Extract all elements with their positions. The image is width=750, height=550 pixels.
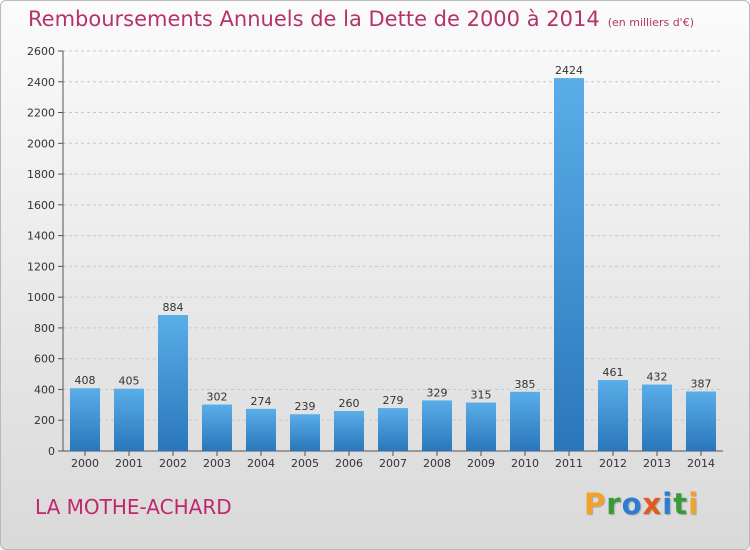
y-tick-label: 800 [34, 322, 55, 335]
chart-title-text: Remboursements Annuels de la Dette de 20… [28, 7, 600, 31]
bar [158, 315, 188, 451]
y-tick-label: 2200 [27, 107, 55, 120]
x-tick-label: 2006 [335, 457, 363, 470]
proxiti-logo: Proxiti [584, 487, 699, 521]
x-tick-label: 2009 [467, 457, 495, 470]
x-tick-label: 2012 [599, 457, 627, 470]
bar [554, 78, 584, 452]
logo-letter: i [688, 487, 700, 521]
x-tick-label: 2005 [291, 457, 319, 470]
x-tick-label: 2004 [247, 457, 275, 470]
x-tick-label: 2010 [511, 457, 539, 470]
data-label: 387 [691, 377, 712, 390]
data-label: 274 [251, 395, 272, 408]
y-tick-label: 2400 [27, 76, 55, 89]
y-tick-label: 200 [34, 414, 55, 427]
y-tick-label: 0 [48, 445, 55, 458]
y-tick-label: 1600 [27, 199, 55, 212]
chart-title: Remboursements Annuels de la Dette de 20… [28, 7, 694, 31]
y-tick-label: 1200 [27, 260, 55, 273]
data-label: 405 [119, 375, 140, 388]
data-label: 2424 [555, 64, 583, 77]
logo-letter: o [621, 487, 643, 521]
x-tick-label: 2008 [423, 457, 451, 470]
y-tick-label: 2600 [27, 45, 55, 58]
logo-letter: i [662, 487, 674, 521]
bar [378, 408, 408, 451]
logo-letter: r [606, 487, 622, 521]
y-tick-label: 400 [34, 383, 55, 396]
x-tick-label: 2011 [555, 457, 583, 470]
x-tick-label: 2014 [687, 457, 715, 470]
x-tick-label: 2003 [203, 457, 231, 470]
bar [246, 408, 276, 451]
y-tick-label: 1000 [27, 291, 55, 304]
bar [334, 411, 364, 451]
y-tick-label: 1400 [27, 230, 55, 243]
logo-letter: t [673, 487, 689, 521]
data-label: 279 [383, 394, 404, 407]
y-tick-label: 2000 [27, 137, 55, 150]
x-tick-label: 2000 [71, 457, 99, 470]
chart-title-unit: (en milliers d'€) [607, 16, 694, 29]
bar [70, 388, 100, 451]
bar [290, 414, 320, 451]
data-label: 329 [427, 386, 448, 399]
data-label: 239 [295, 400, 316, 413]
bar [114, 388, 144, 451]
bar [466, 402, 496, 451]
y-tick-label: 600 [34, 353, 55, 366]
bar [598, 380, 628, 451]
commune-name: LA MOTHE-ACHARD [35, 495, 232, 519]
logo-letter: x [642, 487, 663, 521]
bar [686, 391, 716, 451]
data-label: 302 [207, 391, 228, 404]
y-tick-label: 1800 [27, 168, 55, 181]
x-tick-label: 2002 [159, 457, 187, 470]
bar [202, 404, 232, 451]
bar [510, 391, 540, 451]
bar [642, 384, 672, 451]
x-tick-label: 2007 [379, 457, 407, 470]
data-label: 408 [75, 374, 96, 387]
logo-letter: P [584, 487, 607, 521]
data-label: 461 [603, 366, 624, 379]
x-tick-label: 2013 [643, 457, 671, 470]
data-label: 260 [339, 397, 360, 410]
bar [422, 400, 452, 451]
data-label: 315 [471, 389, 492, 402]
data-label: 884 [163, 301, 184, 314]
data-label: 385 [515, 378, 536, 391]
data-label: 432 [647, 371, 668, 384]
x-tick-label: 2001 [115, 457, 143, 470]
